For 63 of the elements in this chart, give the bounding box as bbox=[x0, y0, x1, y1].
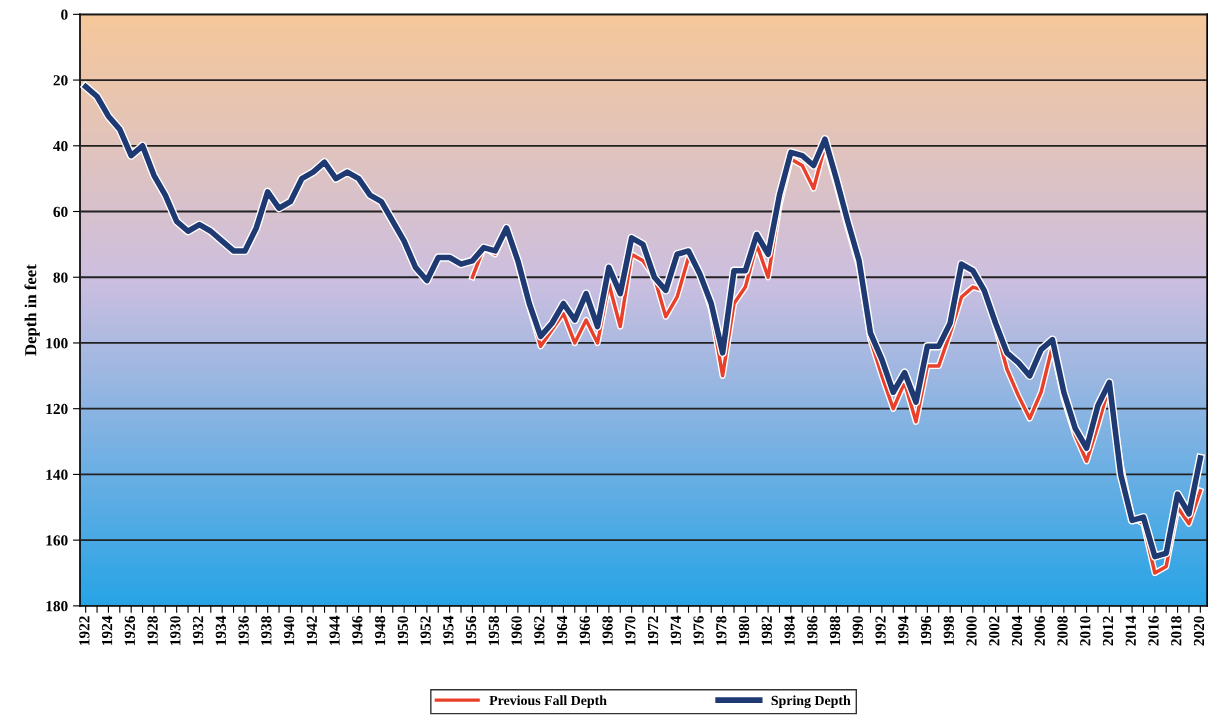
x-tick-label: 1982 bbox=[761, 616, 772, 645]
x-tick-label: 1924 bbox=[101, 615, 113, 645]
x-tick-label: 2010 bbox=[1080, 616, 1091, 646]
x-tick-label: 1956 bbox=[465, 616, 477, 645]
y-tick-label: 0 bbox=[61, 9, 68, 20]
x-tick-label: 2002 bbox=[989, 616, 1000, 646]
x-tick-label: 1996 bbox=[920, 616, 932, 645]
x-tick-label: 1994 bbox=[898, 615, 909, 645]
y-tick-label: 20 bbox=[53, 75, 68, 86]
y-tick-label: 80 bbox=[53, 272, 68, 283]
x-tick-label: 1954 bbox=[443, 615, 454, 645]
x-tick-label: 1988 bbox=[829, 616, 841, 645]
x-tick-label: 1972 bbox=[647, 616, 659, 645]
x-tick-label: 1930 bbox=[170, 616, 181, 645]
x-tick-label: 2000 bbox=[966, 616, 977, 646]
x-tick-label: 1952 bbox=[420, 616, 431, 645]
x-tick-label: 1976 bbox=[693, 616, 704, 645]
x-tick-label: 1946 bbox=[352, 616, 363, 645]
x-tick-label: 1958 bbox=[488, 616, 499, 645]
y-tick-label: 120 bbox=[46, 403, 68, 415]
x-tick-label: 1962 bbox=[534, 616, 545, 645]
x-tick-label: 2016 bbox=[1148, 616, 1159, 646]
x-tick-label: 1998 bbox=[943, 616, 954, 645]
x-tick-label: 2014 bbox=[1125, 615, 1136, 646]
legend-label: Previous Fall Depth bbox=[489, 695, 607, 708]
x-tick-label: 2020 bbox=[1193, 616, 1205, 646]
x-tick-label: 1926 bbox=[124, 616, 135, 645]
y-axis-title: Depth in feet bbox=[24, 264, 40, 356]
x-tick-label: 2008 bbox=[1057, 616, 1068, 646]
x-tick-label: 2012 bbox=[1102, 616, 1114, 646]
x-tick-label: 1984 bbox=[784, 615, 795, 645]
x-tick-label: 1948 bbox=[374, 616, 386, 645]
x-tick-label: 1986 bbox=[807, 616, 818, 645]
y-tick-label: 100 bbox=[46, 338, 68, 349]
x-tick-label: 1970 bbox=[625, 616, 636, 645]
y-tick-label: 160 bbox=[46, 535, 68, 546]
x-tick-label: 1932 bbox=[192, 616, 204, 645]
x-tick-label: 1992 bbox=[875, 616, 886, 645]
x-tick-label: 1934 bbox=[215, 615, 226, 645]
x-tick-label: 1938 bbox=[261, 616, 272, 645]
x-tick-label: 2004 bbox=[1011, 615, 1023, 646]
y-tick-label: 60 bbox=[53, 206, 68, 217]
x-tick-label: 1928 bbox=[147, 616, 158, 645]
x-tick-label: 2006 bbox=[1034, 616, 1045, 646]
x-tick-label: 1950 bbox=[397, 616, 408, 645]
x-tick-label: 1968 bbox=[602, 616, 613, 645]
y-tick-label: 140 bbox=[46, 469, 68, 480]
x-tick-label: 1990 bbox=[852, 616, 863, 645]
x-tick-label: 1944 bbox=[329, 615, 340, 645]
y-tick-label: 180 bbox=[46, 601, 68, 612]
x-tick-label: 1980 bbox=[738, 616, 750, 645]
x-tick-label: 1974 bbox=[670, 615, 681, 645]
legend-label: Spring Depth bbox=[771, 695, 851, 709]
x-tick-label: 1964 bbox=[556, 615, 568, 645]
x-tick-label: 1978 bbox=[716, 616, 727, 645]
x-tick-label: 1960 bbox=[511, 616, 522, 645]
x-tick-label: 2018 bbox=[1171, 616, 1182, 646]
x-tick-label: 1940 bbox=[283, 616, 295, 645]
x-tick-label: 1922 bbox=[79, 616, 90, 645]
x-tick-label: 1942 bbox=[306, 616, 317, 645]
y-tick-label: 40 bbox=[53, 140, 68, 152]
x-tick-label: 1936 bbox=[238, 616, 249, 645]
x-tick-label: 1966 bbox=[579, 616, 590, 645]
